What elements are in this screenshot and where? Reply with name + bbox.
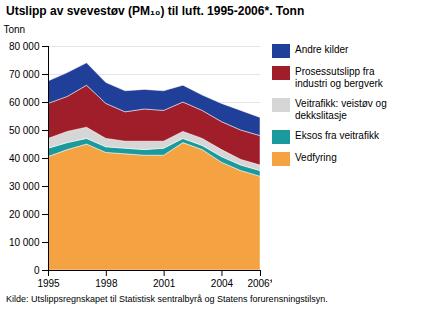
svg-text:2001: 2001 bbox=[153, 278, 176, 289]
html-text:Andre kilder: Andre kilder bbox=[295, 44, 349, 55]
svg-text:80 000: 80 000 bbox=[9, 41, 40, 52]
svg-text:2006*: 2006* bbox=[247, 278, 272, 289]
svg-text:30 000: 30 000 bbox=[9, 181, 40, 192]
svg-text:1998: 1998 bbox=[95, 278, 118, 289]
svg-text:20 000: 20 000 bbox=[9, 209, 40, 220]
svg-text:0: 0 bbox=[34, 265, 40, 276]
html-text:Veitrafikk: veistøv og dekksli: Veitrafikk: veistøv og dekkslitasje bbox=[295, 98, 387, 121]
html-text:Kilde: Utslippsregnskapet til: Kilde: Utslippsregnskapet til Statistisk… bbox=[6, 294, 328, 304]
svg-text:2004: 2004 bbox=[211, 278, 234, 289]
svg-text:60 000: 60 000 bbox=[9, 97, 40, 108]
html-text:Eksos fra veitrafikk: Eksos fra veitrafikk bbox=[295, 130, 379, 141]
svg-text:Tonn: Tonn bbox=[4, 24, 26, 35]
svg-text:40 000: 40 000 bbox=[9, 153, 40, 164]
svg-text:1995: 1995 bbox=[37, 278, 60, 289]
svg-text:50 000: 50 000 bbox=[9, 125, 40, 136]
svg-text:70 000: 70 000 bbox=[9, 69, 40, 80]
html-text:Vedfyring: Vedfyring bbox=[295, 152, 337, 163]
svg-text:10 000: 10 000 bbox=[9, 237, 40, 248]
html-text:Prosessutslipp fra industri og: Prosessutslipp fra industri og bergverk bbox=[295, 66, 383, 89]
html-text:Utslipp av svevestøv (PM₁₀) ti: Utslipp av svevestøv (PM₁₀) til luft. 19… bbox=[6, 4, 305, 18]
